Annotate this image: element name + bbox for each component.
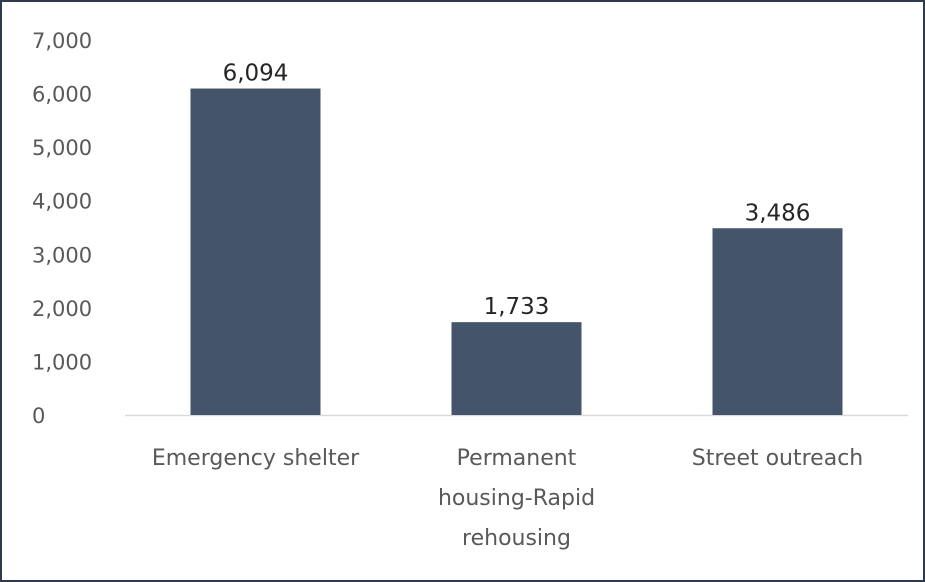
category-label: Street outreach xyxy=(692,446,864,471)
y-tick-label: 2,000 xyxy=(32,297,92,321)
data-label: 6,094 xyxy=(223,61,289,87)
y-tick-label: 3,000 xyxy=(32,243,92,267)
y-tick-label: 4,000 xyxy=(32,190,92,214)
bar xyxy=(451,322,582,415)
y-tick-label: 6,000 xyxy=(32,83,92,107)
bar xyxy=(712,228,843,415)
y-tick-label: 7,000 xyxy=(32,29,92,53)
data-label: 1,733 xyxy=(484,294,550,320)
y-tick-label: 5,000 xyxy=(32,136,92,160)
category-label: Emergency shelter xyxy=(152,446,360,471)
bar xyxy=(190,88,321,416)
category-label: Permanent housing-Rapid rehousing xyxy=(438,446,595,551)
y-tick-label: 0 xyxy=(32,404,45,428)
y-tick-label: 1,000 xyxy=(32,350,92,374)
data-label: 3,486 xyxy=(745,200,811,226)
